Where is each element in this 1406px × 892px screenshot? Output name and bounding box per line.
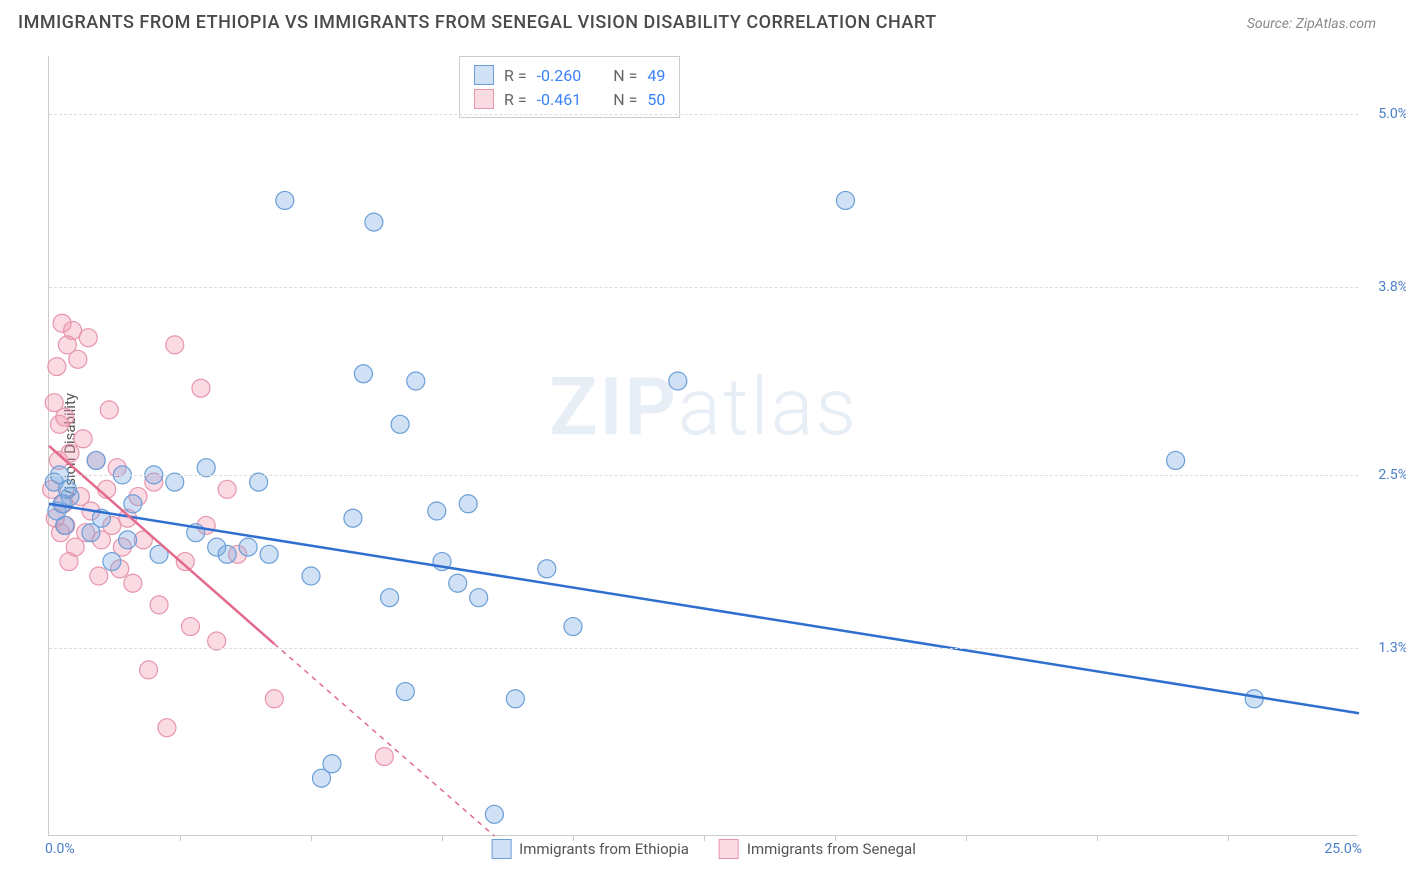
r-value-senegal: -0.461 xyxy=(537,90,582,109)
n-value-ethiopia: 49 xyxy=(647,66,665,85)
data-point xyxy=(56,516,74,534)
data-point xyxy=(354,365,372,383)
legend-item-ethiopia: Immigrants from Ethiopia xyxy=(491,839,689,859)
ytick-label: 3.8% xyxy=(1363,279,1406,295)
xtick-mark xyxy=(442,835,443,841)
stats-row-ethiopia: R = -0.260 N = 49 xyxy=(474,63,665,87)
regression-line-dashed xyxy=(274,644,494,836)
data-point xyxy=(218,480,236,498)
r-label: R = xyxy=(504,66,527,85)
data-point xyxy=(344,509,362,527)
data-point xyxy=(239,538,257,556)
data-point xyxy=(140,661,158,679)
legend-item-senegal: Immigrants from Senegal xyxy=(719,839,916,859)
data-point xyxy=(260,545,278,563)
legend-label-senegal: Immigrants from Senegal xyxy=(747,840,916,858)
data-point xyxy=(124,574,142,592)
data-point xyxy=(100,401,118,419)
xtick-mark xyxy=(311,835,312,841)
ytick-label: 2.5% xyxy=(1363,467,1406,483)
data-point xyxy=(87,451,105,469)
data-point xyxy=(48,358,66,376)
data-point xyxy=(1167,451,1185,469)
ytick-label: 5.0% xyxy=(1363,106,1406,122)
gridline-h xyxy=(49,114,1358,115)
stats-row-senegal: R = -0.461 N = 50 xyxy=(474,87,665,111)
data-point xyxy=(181,618,199,636)
data-point xyxy=(407,372,425,390)
data-point xyxy=(396,683,414,701)
data-point xyxy=(564,618,582,636)
data-point xyxy=(428,502,446,520)
xtick-mark xyxy=(1228,835,1229,841)
source-attribution: Source: ZipAtlas.com xyxy=(1247,16,1376,32)
x-max-label: 25.0% xyxy=(1324,841,1362,857)
data-point xyxy=(90,567,108,585)
stats-legend-box: R = -0.260 N = 49 R = -0.461 N = 50 xyxy=(459,56,680,118)
data-point xyxy=(166,336,184,354)
data-point xyxy=(381,589,399,607)
data-point xyxy=(1245,690,1263,708)
data-point xyxy=(470,589,488,607)
data-point xyxy=(150,596,168,614)
data-point xyxy=(218,545,236,563)
ytick-label: 1.3% xyxy=(1363,640,1406,656)
data-point xyxy=(69,350,87,368)
data-point xyxy=(192,379,210,397)
legend-label-ethiopia: Immigrants from Ethiopia xyxy=(519,840,689,858)
chart-title: IMMIGRANTS FROM ETHIOPIA VS IMMIGRANTS F… xyxy=(18,12,937,33)
xtick-mark xyxy=(966,835,967,841)
data-point xyxy=(323,755,341,773)
data-point xyxy=(391,415,409,433)
scatter-svg xyxy=(49,56,1358,835)
data-point xyxy=(74,430,92,448)
data-point xyxy=(506,690,524,708)
data-point xyxy=(124,495,142,513)
regression-line xyxy=(49,504,1359,713)
xtick-mark xyxy=(835,835,836,841)
data-point xyxy=(459,495,477,513)
data-point xyxy=(669,372,687,390)
data-point xyxy=(449,574,467,592)
n-value-senegal: 50 xyxy=(647,90,665,109)
gridline-h xyxy=(49,287,1358,288)
data-point xyxy=(158,719,176,737)
data-point xyxy=(79,329,97,347)
data-point xyxy=(61,488,79,506)
r-value-ethiopia: -0.260 xyxy=(537,66,582,85)
legend-swatch-ethiopia xyxy=(491,839,511,859)
xtick-mark xyxy=(704,835,705,841)
data-point xyxy=(265,690,283,708)
data-point xyxy=(302,567,320,585)
swatch-ethiopia xyxy=(474,65,494,85)
data-point xyxy=(56,408,74,426)
data-point xyxy=(365,213,383,231)
data-point xyxy=(119,531,137,549)
gridline-h xyxy=(49,475,1358,476)
n-label: N = xyxy=(613,90,637,109)
chart-plot-area: Vision Disability ZIPatlas R = -0.260 N … xyxy=(48,56,1358,836)
data-point xyxy=(103,553,121,571)
data-point xyxy=(538,560,556,578)
gridline-h xyxy=(49,648,1358,649)
xtick-mark xyxy=(180,835,181,841)
series-legend: Immigrants from Ethiopia Immigrants from… xyxy=(491,839,916,859)
data-point xyxy=(485,805,503,823)
data-point xyxy=(276,191,294,209)
xtick-mark xyxy=(573,835,574,841)
x-min-label: 0.0% xyxy=(45,841,75,857)
data-point xyxy=(836,191,854,209)
swatch-senegal xyxy=(474,89,494,109)
legend-swatch-senegal xyxy=(719,839,739,859)
xtick-mark xyxy=(1097,835,1098,841)
data-point xyxy=(375,748,393,766)
r-label: R = xyxy=(504,90,527,109)
n-label: N = xyxy=(613,66,637,85)
